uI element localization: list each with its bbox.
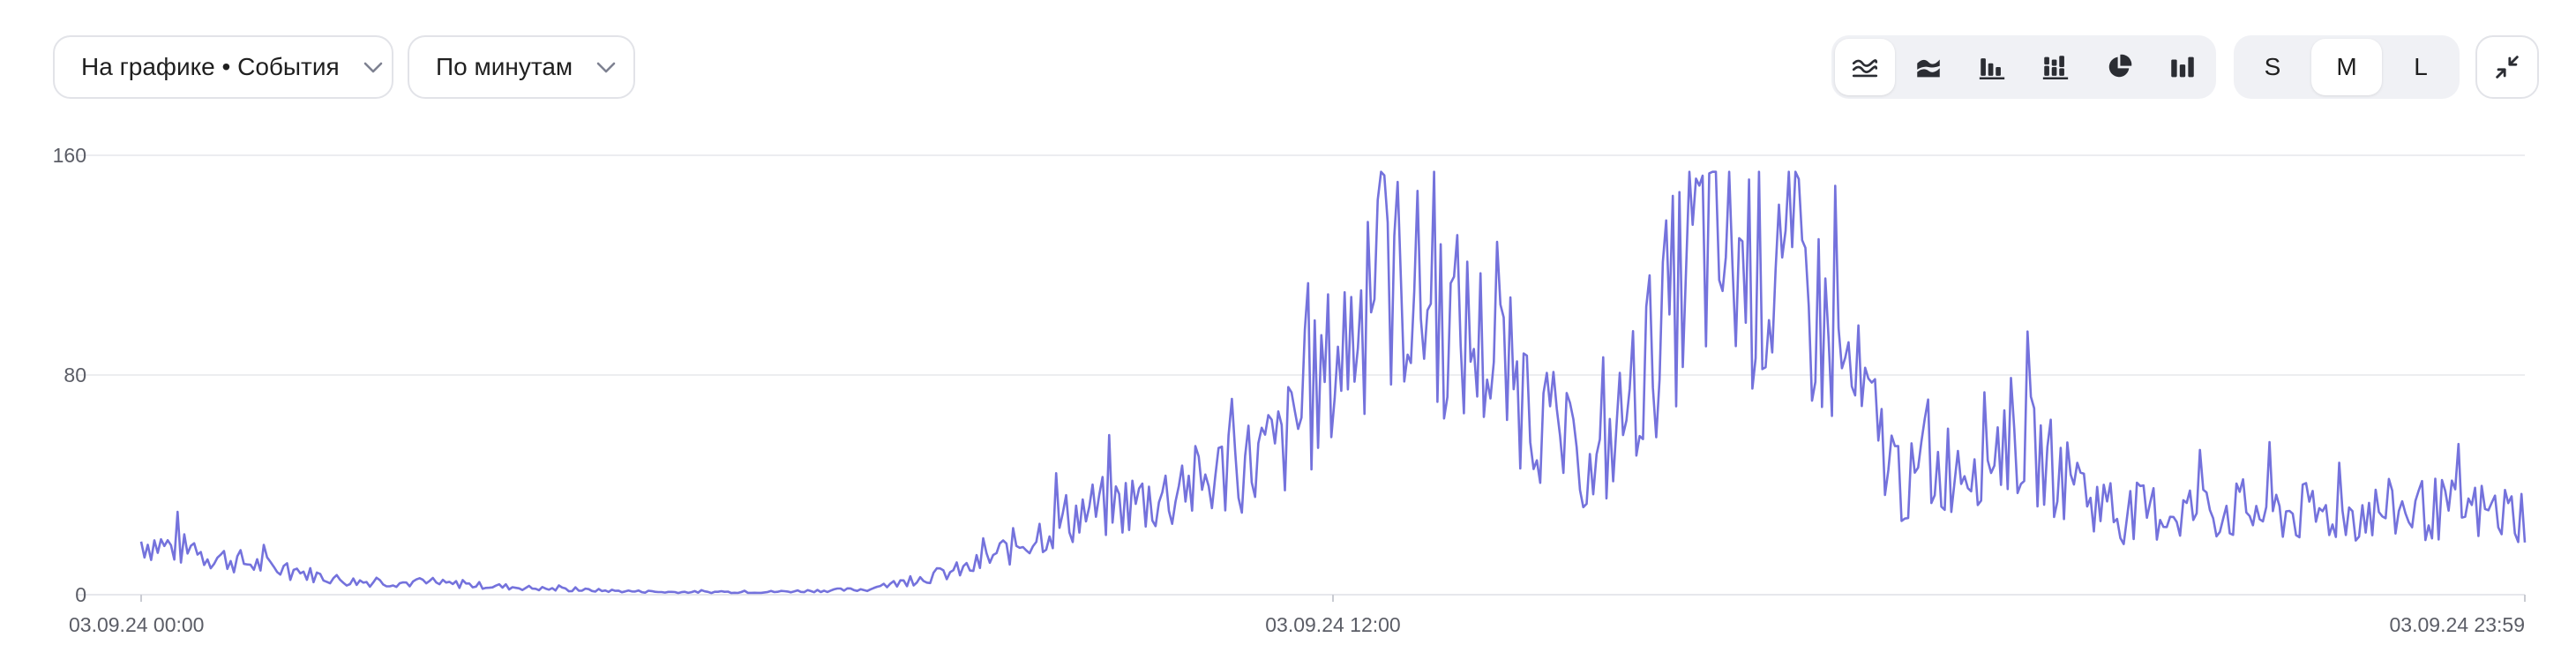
- pie-chart-icon: [2108, 54, 2132, 78]
- x-tick-label: 03.09.24 23:59: [2390, 613, 2525, 636]
- line-chart-icon: [1852, 59, 1878, 78]
- chevron-down-icon: [363, 62, 382, 73]
- series-line: [139, 170, 2527, 595]
- column-chart-icon: [2171, 56, 2194, 78]
- collapse-icon: [2496, 56, 2519, 79]
- y-tick-label: 160: [53, 144, 86, 167]
- collapse-button[interactable]: [2475, 35, 2539, 99]
- granularity-dropdown[interactable]: По минутам: [408, 35, 635, 99]
- metric-dropdown-label: На графике • События: [81, 53, 340, 80]
- size-s-button[interactable]: S: [2264, 53, 2281, 80]
- size-l-button[interactable]: L: [2414, 53, 2428, 80]
- events-line-chart: 0 80 160 03.09.24 00:00 03.09.24 12:00 03.09.…: [53, 144, 2527, 636]
- size-m-button[interactable]: M: [2311, 39, 2382, 95]
- bar-chart-icon: [1979, 58, 2005, 80]
- stacked-area-icon: [1917, 59, 1940, 78]
- metric-dropdown[interactable]: На графике • События: [53, 35, 393, 99]
- chart-type-switcher: [1831, 35, 2216, 99]
- y-tick-label: 0: [75, 583, 86, 606]
- x-tick-label: 03.09.24 00:00: [69, 613, 204, 636]
- granularity-dropdown-label: По минутам: [436, 53, 573, 80]
- chart-type-line-button[interactable]: [1835, 39, 1895, 95]
- stacked-bar-icon: [2042, 56, 2069, 80]
- chart-type-stacked-area-button[interactable]: [1898, 39, 1958, 95]
- chevron-down-icon: [596, 62, 616, 73]
- chart-type-stacked-bar-button[interactable]: [2026, 39, 2086, 95]
- x-tick-label: 03.09.24 12:00: [1265, 613, 1400, 636]
- chart-type-column-button[interactable]: [2153, 39, 2213, 95]
- chart-type-pie-button[interactable]: [2089, 39, 2149, 95]
- y-tick-label: 80: [64, 364, 86, 386]
- chart-type-bar-button[interactable]: [1962, 39, 2022, 95]
- size-switcher: S M L: [2234, 35, 2460, 99]
